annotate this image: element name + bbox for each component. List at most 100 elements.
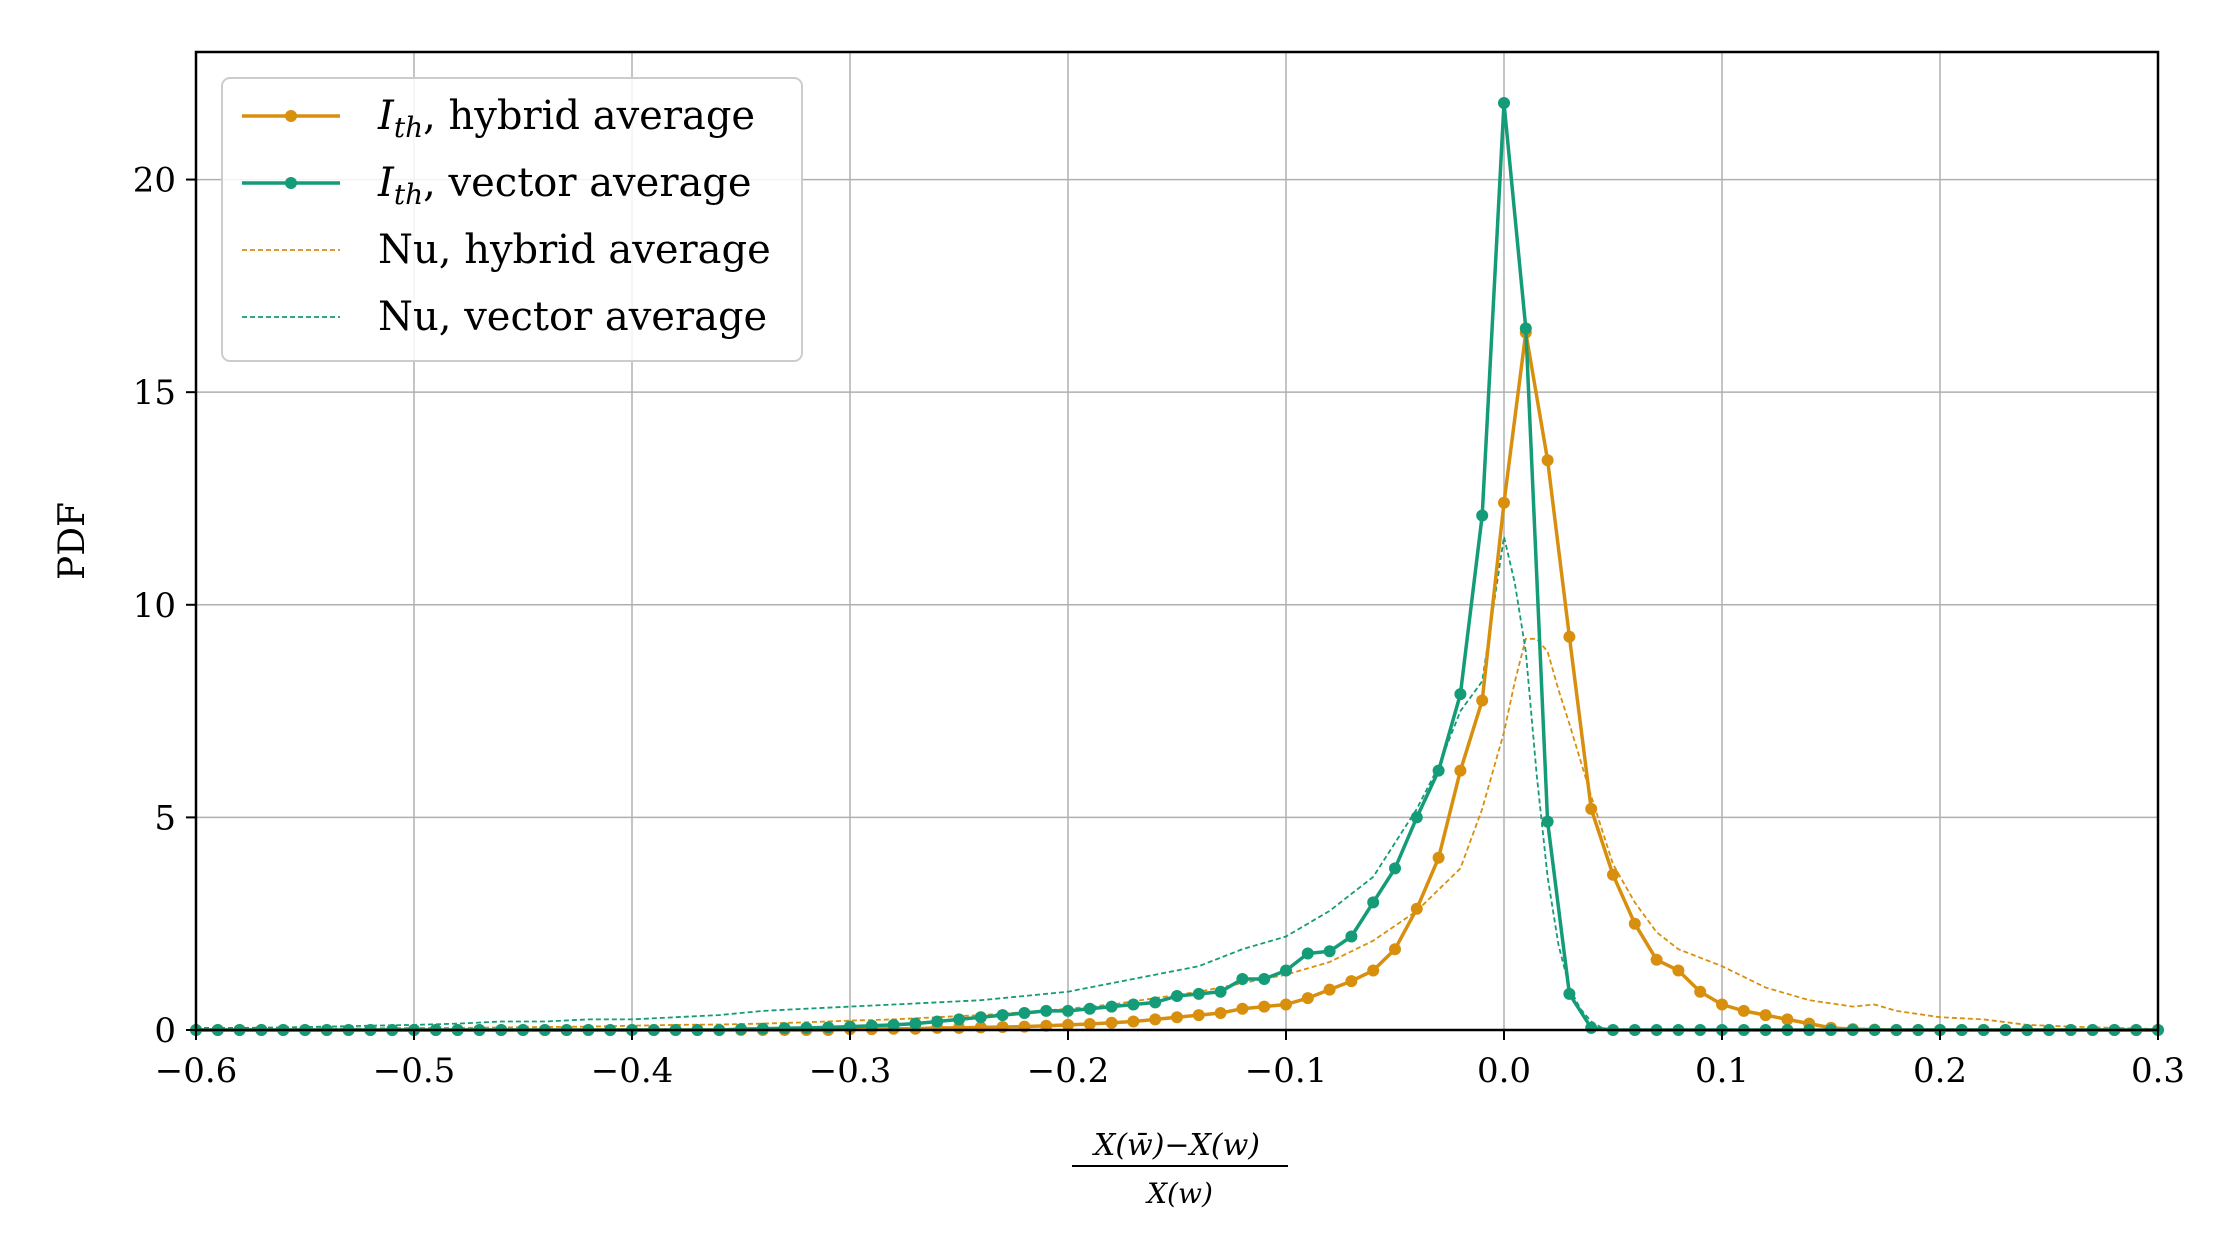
data-point <box>1192 1009 1205 1022</box>
data-point <box>1214 1007 1227 1019</box>
plot-frame <box>194 50 2160 1032</box>
x-axis-label-numerator: X(w̄)−X(w) <box>1092 1128 1260 1163</box>
legend-label: Nu, vector average <box>378 294 767 340</box>
data-point <box>1541 454 1554 467</box>
data-point <box>1258 1000 1271 1013</box>
y-tick-label: 15 <box>133 373 176 413</box>
data-point <box>1781 1013 1794 1026</box>
data-point <box>1280 964 1292 977</box>
data-point <box>1585 802 1598 815</box>
data-point <box>1062 1018 1074 1031</box>
y-axis-label: PDF <box>52 502 93 580</box>
data-point <box>1083 1002 1096 1015</box>
data-point <box>1563 630 1576 643</box>
axis-ticks: −0.6 −0.5 −0.4 −0.3 −0.2 −0.1 0.0 0.1 0.2 0.3 0 5 10… <box>133 161 2185 1091</box>
y-tick-label: 10 <box>133 586 176 626</box>
data-point <box>1585 1021 1598 1034</box>
x-tick-label: −0.6 <box>155 1051 238 1091</box>
x-tick-label: −0.3 <box>809 1051 892 1091</box>
data-point <box>1171 990 1183 1002</box>
data-point <box>1759 1009 1772 1022</box>
legend-label: Nu, hybrid average <box>378 227 771 273</box>
legend: Ith, hybrid average Ith, vector average Nu… <box>221 77 803 362</box>
data-point <box>756 1022 769 1035</box>
data-point <box>1018 1007 1031 1019</box>
data-point <box>1127 998 1140 1011</box>
x-tick-label: −0.1 <box>1245 1051 1328 1091</box>
data-point <box>1280 998 1292 1011</box>
x-tick-label: 0.3 <box>2131 1051 2185 1091</box>
data-point <box>1716 998 1728 1011</box>
data-point <box>909 1017 922 1030</box>
legend-swatch-marker <box>285 177 297 189</box>
data-point <box>1345 930 1358 943</box>
legend-label: Ith, vector average <box>377 160 752 211</box>
data-point <box>1301 947 1314 960</box>
data-point <box>1367 896 1380 909</box>
series-line-dashed <box>196 536 2158 1031</box>
data-point <box>1105 1016 1118 1029</box>
data-point <box>1040 1019 1053 1032</box>
data-point <box>1410 902 1423 915</box>
data-point <box>1236 973 1249 985</box>
data-point <box>1367 964 1380 977</box>
data-point <box>822 1021 835 1034</box>
data-point <box>1258 973 1271 985</box>
data-point <box>1454 688 1467 701</box>
data-point <box>1432 851 1445 864</box>
data-point <box>1476 509 1489 522</box>
data-point <box>1149 996 1162 1009</box>
data-point <box>1410 811 1423 824</box>
data-point <box>1607 868 1619 881</box>
data-point <box>1323 983 1336 996</box>
y-tick-label: 5 <box>154 798 176 838</box>
legend-swatch-marker <box>285 110 297 122</box>
data-point <box>1563 987 1576 1000</box>
data-point <box>1454 764 1467 777</box>
data-point <box>1301 992 1314 1005</box>
series-3 <box>196 536 2158 1031</box>
y-tick-label: 20 <box>133 161 176 201</box>
data-point <box>1694 985 1707 998</box>
x-tick-label: −0.5 <box>373 1051 456 1091</box>
data-point <box>1040 1004 1053 1017</box>
legend-box <box>221 77 803 362</box>
x-tick-label: −0.4 <box>591 1051 674 1091</box>
x-tick-label: −0.2 <box>1027 1051 1110 1091</box>
x-axis-label: X(w̄)−X(w) X(w) <box>1072 1128 1288 1210</box>
data-point <box>800 1021 813 1034</box>
data-point <box>887 1018 900 1031</box>
data-point <box>1062 1004 1074 1017</box>
data-point <box>1236 1002 1249 1015</box>
data-point <box>1476 694 1489 707</box>
data-point <box>931 1015 944 1028</box>
x-tick-label: 0.2 <box>1913 1051 1967 1091</box>
x-tick-label: 0.0 <box>1477 1051 1531 1091</box>
data-point <box>1519 322 1532 335</box>
data-point <box>1127 1015 1140 1028</box>
data-point <box>778 1022 791 1035</box>
data-point <box>1498 97 1510 109</box>
data-point <box>1192 987 1205 1000</box>
data-point <box>1432 764 1445 777</box>
data-point <box>1650 953 1663 966</box>
x-axis-label-denominator: X(w) <box>1145 1177 1213 1210</box>
data-point <box>974 1011 987 1024</box>
data-point <box>1105 1000 1118 1013</box>
legend-label: Ith, hybrid average <box>377 93 755 144</box>
data-point <box>1672 964 1685 977</box>
data-point <box>1389 862 1401 875</box>
data-point <box>1541 815 1554 828</box>
x-tick-label: 0.1 <box>1695 1051 1749 1091</box>
data-point <box>1498 496 1510 509</box>
data-point <box>1171 1011 1183 1024</box>
data-point <box>1345 975 1358 988</box>
data-point <box>1214 985 1227 998</box>
y-tick-label: 0 <box>154 1011 176 1051</box>
data-point <box>865 1019 878 1032</box>
data-point <box>1083 1018 1096 1030</box>
data-point <box>953 1013 965 1026</box>
data-point <box>1628 917 1641 930</box>
data-point <box>996 1009 1009 1022</box>
